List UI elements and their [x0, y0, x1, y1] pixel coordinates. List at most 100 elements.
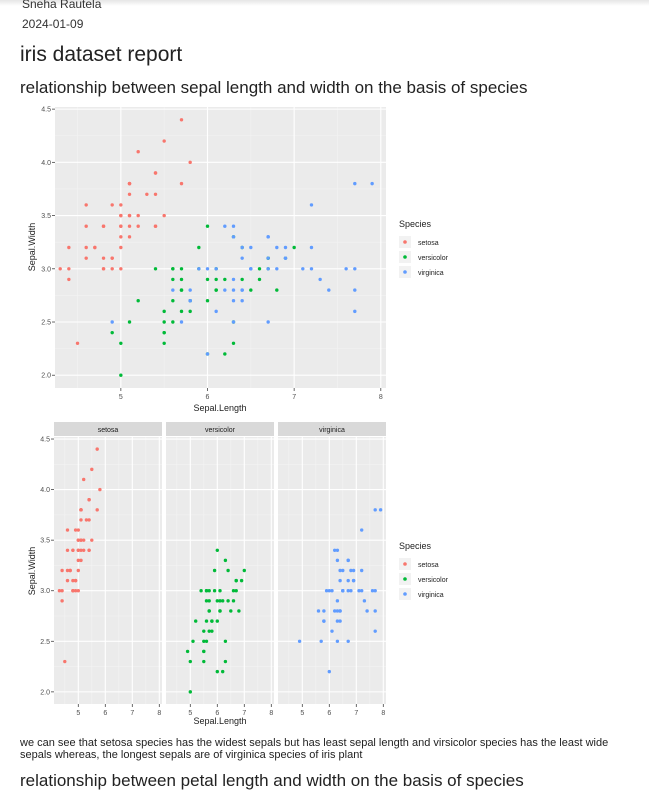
data-point-setosa	[65, 568, 70, 573]
y-tick-label: 2.0	[40, 689, 50, 696]
data-point-virginica	[301, 267, 305, 271]
legend-label-virginica: virginica	[418, 592, 444, 599]
data-point-virginica	[341, 589, 345, 593]
data-point-versicolor	[257, 277, 262, 282]
x-tick-label: 5	[188, 710, 192, 717]
data-point-virginica	[179, 320, 184, 324]
data-point-virginica	[214, 267, 218, 271]
data-point-setosa	[162, 213, 166, 218]
data-point-versicolor	[153, 267, 158, 271]
data-point-setosa	[73, 578, 78, 583]
legend-title: Species	[399, 541, 432, 551]
data-point-virginica	[266, 267, 270, 271]
data-point-virginica	[309, 203, 314, 207]
data-point-virginica	[370, 181, 374, 186]
data-point-virginica	[297, 639, 302, 643]
data-point-versicolor	[205, 299, 210, 303]
data-point-versicolor	[202, 629, 206, 633]
data-point-virginica	[357, 589, 361, 593]
facet-strip-label: versicolor	[205, 427, 236, 434]
data-point-virginica	[360, 589, 364, 593]
data-point-virginica	[205, 352, 210, 356]
data-point-setosa	[110, 256, 114, 260]
data-point-virginica	[324, 589, 329, 593]
data-point-setosa	[95, 447, 99, 451]
data-point-virginica	[309, 267, 314, 271]
data-point-setosa	[76, 558, 81, 563]
data-point-versicolor	[229, 609, 233, 613]
data-point-setosa	[153, 171, 158, 175]
data-point-setosa	[57, 589, 62, 593]
data-point-virginica	[338, 619, 342, 623]
x-tick-label: 6	[206, 394, 210, 401]
y-tick-label: 4.5	[40, 437, 50, 444]
data-point-virginica	[197, 267, 201, 271]
data-point-virginica	[330, 589, 334, 593]
data-point-virginica	[316, 609, 321, 613]
x-axis-label: Sepal.Length	[193, 403, 246, 413]
legend-label-setosa: setosa	[418, 562, 439, 569]
facet-strip	[54, 422, 162, 436]
data-point-setosa	[71, 589, 75, 593]
data-point-setosa	[79, 538, 83, 542]
data-point-versicolor	[226, 599, 230, 603]
data-point-versicolor	[191, 639, 195, 643]
data-point-virginica	[370, 589, 375, 593]
data-point-setosa	[82, 548, 86, 552]
data-point-virginica	[373, 629, 377, 633]
data-point-virginica	[353, 181, 357, 186]
data-point-versicolor	[218, 589, 222, 593]
data-point-setosa	[136, 213, 140, 218]
data-point-versicolor	[234, 578, 238, 583]
data-point-versicolor	[240, 277, 244, 282]
data-point-versicolor	[110, 330, 114, 335]
data-point-setosa	[76, 548, 81, 552]
data-point-virginica	[240, 256, 244, 260]
data-point-virginica	[346, 558, 350, 563]
facet-strip-label: setosa	[98, 427, 119, 434]
data-point-versicolor	[239, 578, 244, 583]
data-point-setosa	[76, 528, 81, 532]
x-tick-label: 5	[76, 710, 80, 717]
data-point-setosa	[119, 203, 123, 207]
data-point-versicolor	[188, 690, 192, 694]
data-point-versicolor	[171, 320, 175, 324]
data-point-versicolor	[231, 599, 236, 603]
data-point-versicolor	[136, 299, 140, 303]
y-tick-label: 3.5	[41, 213, 51, 220]
data-point-versicolor	[205, 224, 210, 228]
data-point-setosa	[119, 235, 123, 239]
data-point-versicolor	[257, 267, 262, 271]
data-point-versicolor	[127, 320, 132, 324]
data-point-setosa	[84, 224, 88, 228]
data-point-setosa	[119, 213, 123, 218]
data-point-setosa	[73, 528, 78, 532]
y-axis-label: Sepal.Width	[27, 547, 37, 596]
data-point-virginica	[351, 578, 356, 583]
data-point-virginica	[231, 224, 236, 228]
data-point-virginica	[353, 288, 357, 292]
data-point-setosa	[127, 181, 132, 186]
data-point-versicolor	[204, 589, 209, 593]
legend-title: Species	[399, 219, 432, 229]
data-point-virginica	[378, 508, 383, 512]
data-point-virginica	[351, 568, 356, 573]
data-point-setosa	[136, 224, 140, 228]
data-point-setosa	[60, 599, 64, 603]
data-point-virginica	[353, 267, 357, 271]
data-point-versicolor	[204, 639, 209, 643]
data-point-versicolor	[171, 277, 175, 282]
data-point-setosa	[87, 548, 91, 552]
data-point-virginica	[330, 629, 334, 633]
data-point-virginica	[283, 256, 288, 260]
data-point-versicolor	[221, 669, 225, 674]
data-point-virginica	[188, 288, 192, 292]
data-point-versicolor	[162, 330, 166, 335]
legend-key-setosa	[403, 562, 407, 566]
x-tick-label: 8	[269, 710, 273, 717]
x-tick-label: 7	[242, 710, 246, 717]
sepal-facet-chart: setosa 5 6 7 8 2.0 2.5 3.0 3.5 4.0 4.5 versicolor 5 6…	[27, 422, 449, 726]
section-heading-sepal: relationship between sepal length and wi…	[20, 78, 528, 97]
data-point-setosa	[71, 548, 75, 552]
data-point-setosa	[119, 224, 123, 228]
